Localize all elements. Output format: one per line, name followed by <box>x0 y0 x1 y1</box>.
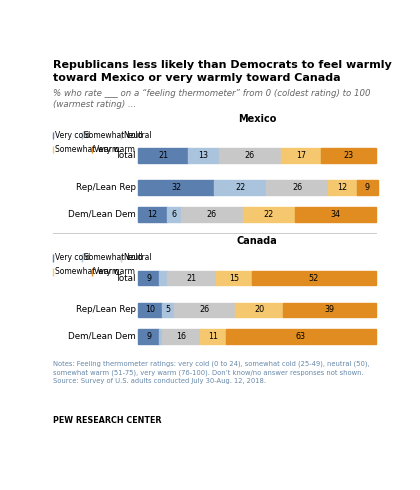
Bar <box>81 132 82 139</box>
Text: Rep/Lean Rep: Rep/Lean Rep <box>76 305 136 315</box>
Text: PEW RESEARCH CENTER: PEW RESEARCH CENTER <box>52 416 161 425</box>
Text: Somewhat warm: Somewhat warm <box>55 268 119 276</box>
Text: 63: 63 <box>296 332 306 341</box>
Bar <box>52 132 53 139</box>
Text: Notes: Feeling thermometer ratings: very cold (0 to 24), somewhat cold (25-49), : Notes: Feeling thermometer ratings: very… <box>52 360 369 384</box>
Text: 13: 13 <box>198 151 208 160</box>
Text: Dem/Lean Dem: Dem/Lean Dem <box>68 332 136 341</box>
Bar <box>167 270 216 285</box>
Text: 6: 6 <box>171 210 176 219</box>
Text: 26: 26 <box>292 183 302 192</box>
Text: Mexico: Mexico <box>238 114 276 123</box>
Text: % who rate ___ on a “feeling thermometer” from 0 (coldest rating) to 100
(warmes: % who rate ___ on a “feeling thermometer… <box>52 89 370 109</box>
Text: Republicans less likely than Democrats to feel warmly
toward Mexico or very warm: Republicans less likely than Democrats t… <box>52 60 391 82</box>
Text: 21: 21 <box>186 273 197 283</box>
Bar <box>138 180 214 195</box>
Text: Neutral: Neutral <box>123 131 151 140</box>
Text: 9: 9 <box>365 183 370 192</box>
Bar <box>138 207 167 221</box>
Text: 16: 16 <box>176 332 186 341</box>
Text: 12: 12 <box>147 210 158 219</box>
Text: 20: 20 <box>254 305 264 315</box>
Bar <box>162 329 200 344</box>
Bar <box>138 329 160 344</box>
Bar <box>266 180 328 195</box>
Text: 10: 10 <box>145 305 155 315</box>
Bar <box>226 329 375 344</box>
Bar <box>252 270 375 285</box>
Bar <box>236 303 283 317</box>
Text: 15: 15 <box>229 273 239 283</box>
Bar <box>138 270 160 285</box>
Text: Somewhat cold: Somewhat cold <box>84 253 142 262</box>
Text: Neutral: Neutral <box>123 253 151 262</box>
Bar <box>243 207 295 221</box>
Text: 52: 52 <box>309 273 319 283</box>
Text: Very warm: Very warm <box>94 145 134 154</box>
Text: Very warm: Very warm <box>94 268 134 276</box>
Text: 32: 32 <box>171 183 181 192</box>
Bar <box>160 329 162 344</box>
Text: 22: 22 <box>264 210 274 219</box>
Text: 21: 21 <box>158 151 168 160</box>
Bar <box>167 207 181 221</box>
Bar <box>138 303 162 317</box>
Bar <box>81 254 82 262</box>
Bar <box>200 329 226 344</box>
Text: Somewhat cold: Somewhat cold <box>84 131 142 140</box>
Bar <box>174 303 236 317</box>
Text: 9: 9 <box>146 332 151 341</box>
Text: 11: 11 <box>208 332 218 341</box>
Bar <box>188 148 219 163</box>
Text: 12: 12 <box>337 183 347 192</box>
Text: Canada: Canada <box>236 236 277 246</box>
Text: Total: Total <box>115 273 136 283</box>
Bar <box>52 268 53 275</box>
Text: Somewhat warm: Somewhat warm <box>55 145 119 154</box>
Text: 9: 9 <box>146 273 151 283</box>
Text: 23: 23 <box>343 151 353 160</box>
Text: 26: 26 <box>207 210 217 219</box>
Bar <box>162 303 174 317</box>
Text: 34: 34 <box>330 210 340 219</box>
Text: Total: Total <box>115 151 136 160</box>
Bar <box>138 148 188 163</box>
Bar <box>357 180 378 195</box>
Text: 22: 22 <box>235 183 245 192</box>
Text: 5: 5 <box>165 305 170 315</box>
Text: Very cold: Very cold <box>55 131 90 140</box>
Bar <box>160 270 167 285</box>
Bar <box>216 270 252 285</box>
Bar <box>283 303 375 317</box>
Text: Very cold: Very cold <box>55 253 90 262</box>
Bar <box>52 146 53 153</box>
Bar <box>219 148 281 163</box>
Text: 17: 17 <box>296 151 306 160</box>
Bar <box>52 254 53 262</box>
Text: 26: 26 <box>200 305 210 315</box>
Bar <box>181 207 243 221</box>
Bar <box>214 180 266 195</box>
Bar <box>281 148 321 163</box>
Text: 26: 26 <box>244 151 255 160</box>
Bar <box>295 207 375 221</box>
Text: 39: 39 <box>324 305 334 315</box>
Bar <box>321 148 375 163</box>
Text: Dem/Lean Dem: Dem/Lean Dem <box>68 210 136 219</box>
Bar <box>328 180 357 195</box>
Text: Rep/Lean Rep: Rep/Lean Rep <box>76 183 136 192</box>
